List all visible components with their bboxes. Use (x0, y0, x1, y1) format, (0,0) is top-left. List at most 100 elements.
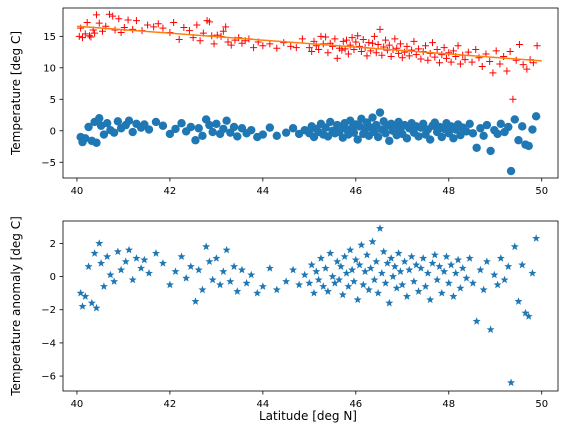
bottom-panel-star-point (387, 254, 396, 262)
top-panel-plus-point (305, 44, 313, 52)
top-panel-plus-point (468, 58, 476, 66)
top-panel-circle-point (128, 127, 137, 137)
top-panel-plus-point (405, 52, 413, 60)
top-panel-plus-point (85, 32, 93, 40)
bottom-panel-star-point (125, 245, 133, 254)
bottom-panel-star-point (132, 254, 141, 262)
top-panel-circle-point (510, 115, 519, 124)
top-panel-circle-point (496, 119, 506, 129)
bottom-panel-star-point (128, 275, 137, 284)
top-panel-plus-point (387, 52, 395, 60)
top-panel-circle-point (165, 129, 175, 139)
bottom-panel-y-tick-label: 2 (50, 239, 56, 250)
top-panel-circle-point (504, 122, 513, 132)
top-panel-plus-point (447, 58, 455, 66)
top-panel-plus-point (385, 41, 393, 49)
top-panel-plus-point (461, 56, 469, 64)
bottom-panel-star-point (78, 302, 87, 310)
top-panel-circle-point (99, 130, 109, 139)
bottom-panel-star-point (402, 292, 411, 300)
top-panel-plus-point (154, 20, 162, 28)
top-panel-plus-point (259, 42, 267, 50)
top-panel-plus-point (346, 41, 354, 49)
top-panel-circle-point (524, 141, 533, 151)
top-panel-circle-point (414, 132, 423, 141)
top-panel-circle-point (288, 124, 298, 133)
bottom-panel-y-tick-label: −6 (41, 372, 56, 383)
top-panel-circle-point (462, 127, 471, 136)
top-panel: Temperature [deg C] 40 42 44 46 48 50 −5 0 5 10 15 (9, 7, 559, 197)
bottom-panel-x-tick-label: 50 (535, 399, 548, 410)
bottom-panel-star-point (493, 280, 502, 289)
bottom-panel-star-point (348, 265, 357, 274)
bottom-panel-star-point (198, 285, 207, 294)
bottom-panel-star-point (319, 282, 328, 290)
top-panel-circle-point (456, 130, 465, 140)
top-panel-plus-point (454, 42, 462, 50)
bottom-panel-star-point (361, 267, 370, 275)
top-panel-x-tick-label: 46 (349, 186, 362, 197)
top-panel-plus-point (81, 30, 89, 38)
bottom-panel-x-tick-label: 48 (442, 399, 455, 410)
top-panel-circle-point (272, 131, 281, 141)
bottom-panel-star-point (295, 280, 304, 289)
bottom-panel-star-point (412, 260, 421, 269)
top-panel-circle-point (229, 122, 239, 132)
bottom-panel-star-point (342, 269, 351, 277)
top-panel-plus-point (503, 67, 511, 75)
bottom-panel-star-point (366, 264, 375, 272)
top-panel-plus-point (506, 47, 514, 55)
bottom-panel-star-point (451, 269, 460, 277)
top-panel-plus-point (315, 46, 323, 54)
top-panel-plus-point (365, 39, 373, 47)
bottom-panel-star-point (442, 252, 451, 261)
top-panel-plus-point (224, 38, 232, 46)
bottom-panel-star-point (468, 279, 477, 287)
bottom-panel-star-point (226, 277, 235, 285)
top-panel-y-tick-label: 0 (50, 126, 56, 137)
bottom-panel-star-point (364, 285, 373, 294)
top-panel-series-0 (75, 10, 541, 103)
bottom-panel-star-point (103, 252, 112, 261)
bottom-panel-star-point (117, 265, 126, 274)
bottom-panel-y-axis-label: Temperature anomaly [deg C] (9, 216, 23, 397)
bottom-panel-star-point (414, 287, 423, 295)
top-panel-plus-point (422, 42, 430, 50)
top-panel-plus-point (359, 35, 367, 43)
top-panel-plus-point (382, 36, 390, 44)
top-panel-circle-point (531, 112, 541, 121)
top-panel-circle-point (437, 132, 446, 142)
top-panel-circle-point (258, 130, 268, 139)
bottom-panel-star-point (92, 303, 101, 312)
top-panel-plus-point (357, 47, 365, 55)
top-panel-circle-point (514, 136, 523, 145)
bottom-panel-star-point (507, 378, 516, 387)
top-panel-circle-point (449, 134, 458, 143)
bottom-panel-star-point (405, 265, 414, 274)
bottom-panel-star-point (435, 262, 444, 271)
bottom-panel-star-point (121, 257, 130, 266)
bottom-panel-star-point (113, 247, 122, 256)
top-panel-plus-point (339, 37, 347, 45)
bottom-panel-star-point (216, 280, 225, 289)
bottom-panel-star-point (336, 262, 345, 271)
top-panel-circle-point (92, 138, 101, 147)
top-panel-plus-point (324, 49, 332, 57)
top-panel-series-1 (76, 108, 541, 176)
top-panel-plus-point (333, 54, 341, 62)
top-panel-plus-point (83, 18, 91, 26)
bottom-panel-star-point (423, 269, 432, 277)
bottom-panel-star-point (314, 275, 323, 284)
bottom-panel-star-point (504, 262, 513, 271)
top-panel-plus-point (273, 44, 281, 52)
top-panel-circle-point (528, 125, 537, 134)
bottom-panel-star-point (465, 254, 474, 262)
bottom-panel-star-point (326, 249, 335, 257)
bottom-panel-star-point (87, 298, 96, 307)
bottom-panel-star-point (186, 262, 195, 271)
bottom-panel-star-point (375, 224, 384, 232)
top-panel-circle-point (151, 117, 161, 127)
bottom-panel-star-point (518, 260, 527, 269)
bottom-panel-y-tick-label: −4 (41, 338, 56, 349)
top-panel-circle-point (95, 113, 104, 123)
